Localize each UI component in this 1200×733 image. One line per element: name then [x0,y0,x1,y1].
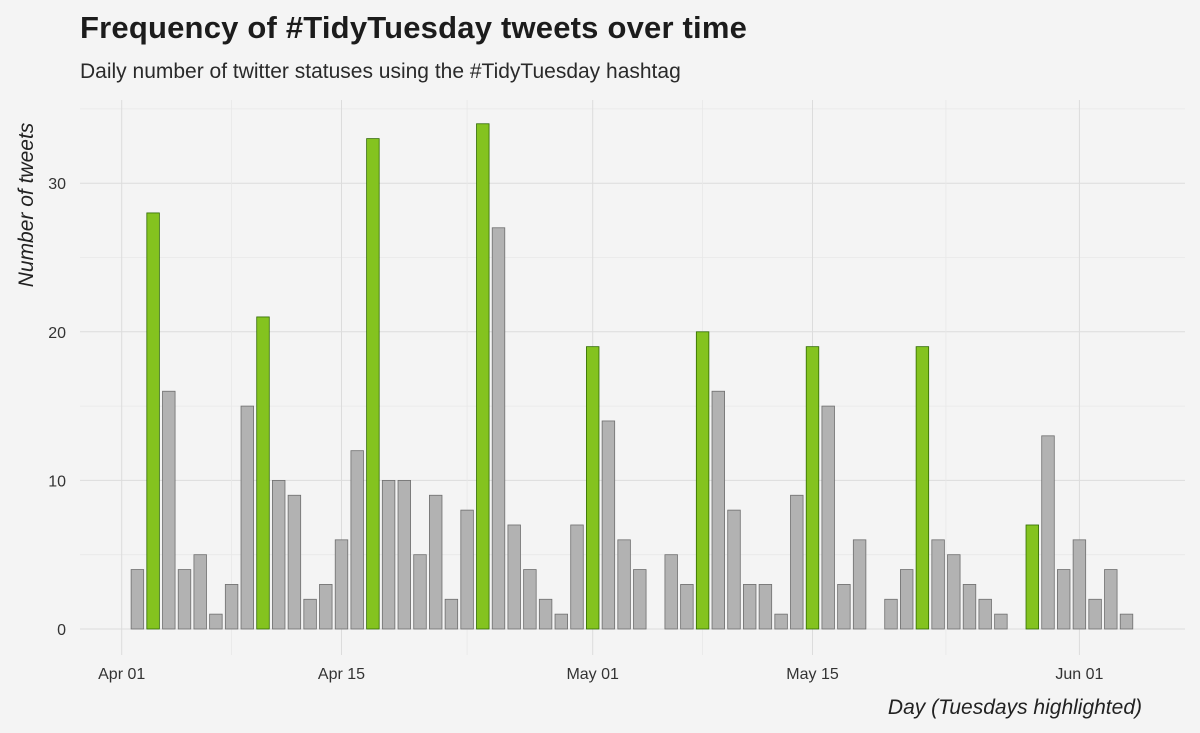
bar-tuesday [586,346,600,630]
bar [224,584,239,630]
bar [303,598,317,630]
bar [1088,598,1102,630]
bar [790,494,804,630]
bar [617,539,631,630]
y-tick-labels: 0 10 20 30 [48,176,66,639]
bar [177,569,192,630]
x-tick-label: May 15 [786,666,839,683]
bar [287,494,302,630]
bar [429,494,443,630]
bar-tuesday [805,346,820,630]
bar [994,613,1008,630]
chart-subtitle: Daily number of twitter statuses using t… [80,60,681,83]
bar [852,539,867,630]
y-tick-label: 20 [48,325,66,342]
bar [272,479,286,630]
bar [1119,613,1134,630]
x-tick-labels: Apr 01 Apr 15 May 01 May 15 Jun 01 [98,666,1103,683]
bar-tuesday [1025,524,1039,630]
bar [413,554,427,630]
bar [491,227,506,630]
bar [130,569,145,630]
bar [523,569,537,630]
bar [931,539,945,630]
bar [1104,569,1118,630]
bar [837,584,851,630]
bar-tuesday [915,346,930,630]
x-tick-label: Apr 01 [98,666,145,683]
bar-tuesday [146,212,160,630]
y-axis-title: Number of tweets [15,122,38,287]
bar [821,405,835,630]
bar [1057,569,1071,630]
y-tick-label: 10 [48,473,66,490]
bar [1041,435,1055,630]
bar [601,420,616,630]
y-tick-label: 30 [48,176,66,193]
bar-tuesday [695,331,710,630]
bar [319,584,333,630]
x-tick-label: Jun 01 [1055,666,1103,683]
x-axis-title: Day (Tuesdays highlighted) [888,696,1142,719]
bar [978,598,992,630]
bar [570,524,584,630]
bar [334,539,349,630]
x-tick-label: Apr 15 [318,666,365,683]
bar [193,554,207,630]
bar [743,584,757,630]
bar [209,613,223,630]
chart-title: Frequency of #TidyTuesday tweets over ti… [80,10,748,45]
bar [162,390,176,630]
bar [711,390,725,630]
bar-tuesday [476,123,490,630]
bar [962,584,977,630]
bar [727,509,741,630]
bar [664,554,678,630]
bar-tuesday [256,316,270,630]
bar [350,450,364,630]
bar [444,598,459,630]
bar [460,509,474,630]
bar [758,584,773,630]
bar [381,479,396,630]
y-tick-label: 0 [57,622,66,639]
bar [507,524,521,630]
bar [397,479,411,630]
bar [884,598,898,630]
bars [130,123,1134,630]
bar [538,598,553,630]
bar [774,613,788,630]
x-tick-label: May 01 [566,666,619,683]
bar-tuesday [366,138,380,630]
bar [633,569,647,630]
bar [947,554,961,630]
bar [1072,539,1087,630]
bar [900,569,914,630]
bar [554,613,568,630]
bar [240,405,254,630]
bar [680,584,694,630]
